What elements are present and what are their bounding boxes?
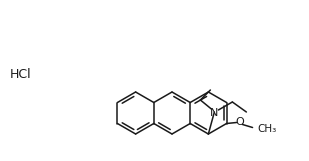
- Text: CH₃: CH₃: [258, 124, 277, 134]
- Text: HCl: HCl: [10, 68, 32, 80]
- Text: N: N: [210, 108, 218, 118]
- Text: O: O: [235, 117, 244, 127]
